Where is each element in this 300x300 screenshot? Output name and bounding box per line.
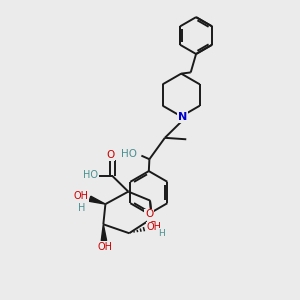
Text: H: H xyxy=(78,203,85,213)
Text: OH: OH xyxy=(146,222,161,232)
Text: O: O xyxy=(106,150,115,161)
Text: OH: OH xyxy=(97,242,112,252)
Text: OH: OH xyxy=(74,191,88,201)
Text: H: H xyxy=(158,229,165,238)
Polygon shape xyxy=(89,196,105,204)
Text: O: O xyxy=(148,221,157,231)
Text: N: N xyxy=(178,112,187,122)
Text: O: O xyxy=(145,209,153,220)
Text: HO: HO xyxy=(83,170,98,180)
Text: HO: HO xyxy=(122,149,137,160)
Polygon shape xyxy=(101,224,106,241)
